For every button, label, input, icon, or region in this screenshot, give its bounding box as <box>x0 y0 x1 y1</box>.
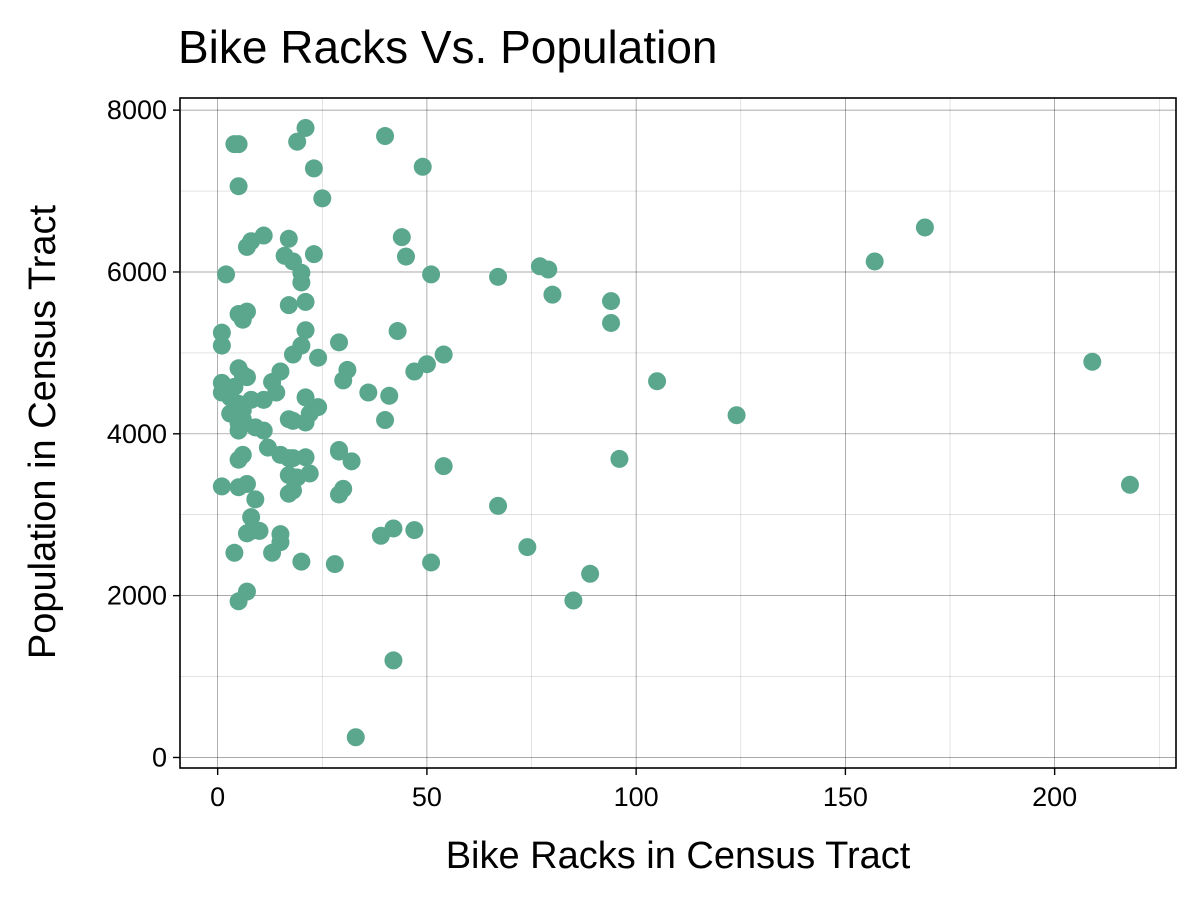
y-tick-label: 2000 <box>107 581 167 611</box>
data-point <box>212 323 231 342</box>
data-point <box>384 651 403 670</box>
data-point <box>229 592 248 611</box>
data-point <box>217 265 236 284</box>
data-point <box>413 157 432 176</box>
y-axis-label: Population in Census Tract <box>22 204 64 659</box>
data-point <box>325 555 344 574</box>
x-tick-label: 200 <box>1032 782 1077 812</box>
data-point <box>309 348 328 367</box>
y-tick-label: 4000 <box>107 419 167 449</box>
y-tick-label: 0 <box>152 742 167 772</box>
data-point <box>212 477 231 496</box>
data-point <box>250 521 269 540</box>
data-point <box>334 479 353 498</box>
data-point <box>300 464 319 483</box>
data-point <box>279 229 298 248</box>
data-point <box>246 490 265 509</box>
data-point <box>1083 352 1102 371</box>
data-point <box>237 302 256 321</box>
data-point <box>212 336 231 355</box>
data-point <box>602 292 621 311</box>
data-point <box>229 421 248 440</box>
data-point <box>237 474 256 493</box>
data-point <box>865 252 884 271</box>
data-point <box>648 372 667 391</box>
data-point <box>405 521 424 540</box>
data-point <box>434 345 453 364</box>
data-point <box>564 591 583 610</box>
x-axis-label: Bike Racks in Census Tract <box>446 835 911 877</box>
data-point <box>296 118 315 137</box>
data-point <box>304 245 323 264</box>
data-point <box>242 508 261 527</box>
data-point <box>267 383 286 402</box>
data-point <box>242 390 261 409</box>
data-point <box>581 564 600 583</box>
grid <box>180 98 1176 768</box>
data-point <box>309 398 328 417</box>
data-point <box>518 538 537 557</box>
data-point <box>288 132 307 151</box>
data-points <box>212 118 1139 747</box>
x-tick-label: 50 <box>412 782 442 812</box>
x-axis: 0 50 100 150 200 <box>210 768 1077 812</box>
data-point <box>359 383 378 402</box>
x-tick-label: 100 <box>614 782 659 812</box>
data-point <box>405 362 424 381</box>
data-point <box>338 360 357 379</box>
data-point <box>422 553 441 572</box>
data-point <box>229 135 248 154</box>
data-point <box>229 177 248 196</box>
data-point <box>346 728 365 747</box>
data-point <box>304 159 323 178</box>
data-point <box>384 519 403 538</box>
data-point <box>296 388 315 407</box>
data-point <box>279 296 298 315</box>
data-point <box>342 452 361 471</box>
data-point <box>225 543 244 562</box>
data-point <box>376 411 395 430</box>
data-point <box>330 333 349 352</box>
data-point <box>602 313 621 332</box>
chart-title: Bike Racks Vs. Population <box>178 21 718 73</box>
data-point <box>1120 475 1139 494</box>
data-point <box>543 285 562 304</box>
data-point <box>263 543 282 562</box>
data-point <box>296 292 315 311</box>
data-point <box>292 552 311 571</box>
y-tick-label: 8000 <box>107 95 167 125</box>
y-axis: 0 2000 4000 6000 8000 <box>107 95 180 772</box>
data-point <box>330 440 349 459</box>
x-tick-label: 0 <box>210 782 225 812</box>
data-point <box>392 228 411 247</box>
data-point <box>489 496 508 515</box>
data-point <box>296 448 315 467</box>
data-point <box>380 386 399 405</box>
data-point <box>489 267 508 286</box>
data-point <box>254 421 273 440</box>
data-point <box>388 322 407 341</box>
data-point <box>539 260 558 279</box>
data-point <box>283 345 302 364</box>
data-point <box>271 362 290 381</box>
data-point <box>727 406 746 425</box>
data-point <box>434 457 453 476</box>
data-point <box>313 189 332 208</box>
x-tick-label: 150 <box>823 782 868 812</box>
data-point <box>292 273 311 292</box>
data-point <box>396 247 415 266</box>
data-point <box>254 226 273 245</box>
data-point <box>376 127 395 146</box>
y-tick-label: 6000 <box>107 257 167 287</box>
data-point <box>233 445 252 464</box>
data-point <box>915 218 934 237</box>
data-point <box>283 481 302 500</box>
data-point <box>237 368 256 387</box>
data-point <box>422 265 441 284</box>
data-point <box>296 321 315 340</box>
data-point <box>610 449 629 468</box>
plot-frame <box>179 97 1177 769</box>
